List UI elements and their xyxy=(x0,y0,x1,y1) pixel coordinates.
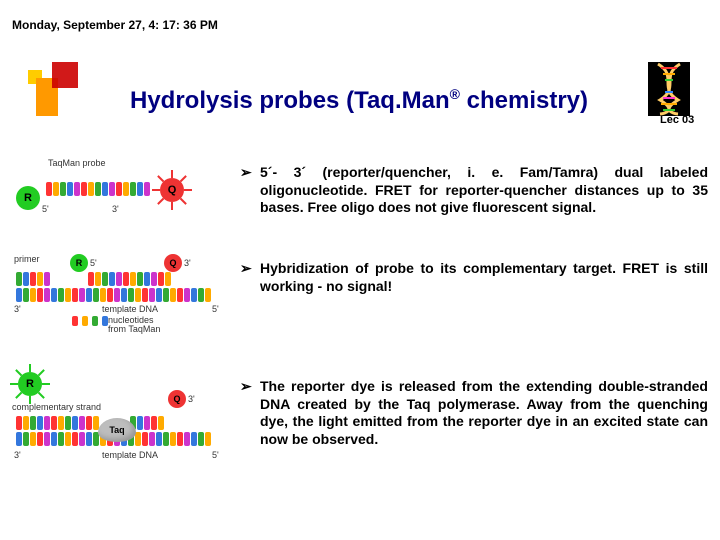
reporter-rays-icon xyxy=(18,372,42,396)
bullet-3: The reporter dye is released from the ex… xyxy=(240,378,708,448)
diagram-1-col: TaqMan probe R 5' 3' Q xyxy=(12,158,240,224)
bullet-2: Hybridization of probe to its complement… xyxy=(240,260,708,295)
reporter-dye-icon-2: R xyxy=(70,254,88,272)
bullet-1: 5´- 3´ (reporter/quencher, i. e. Fam/Tam… xyxy=(240,164,708,217)
template-strand xyxy=(16,288,212,302)
label-5prime-2: 5' xyxy=(90,258,97,268)
label-nucleotides: nucleotides from TaqMan xyxy=(108,316,160,334)
bullet-3-col: The reporter dye is released from the ex… xyxy=(240,372,708,448)
row-2: primer R 5' Q 3' 3' template DNA xyxy=(12,254,708,342)
label-3prime-2a: 3' xyxy=(184,258,191,268)
label-5prime-2b: 5' xyxy=(212,304,219,314)
diagram-2-col: primer R 5' Q 3' 3' template DNA xyxy=(12,254,240,342)
label-3prime-1: 3' xyxy=(112,204,119,214)
diagram-3-col: R Q 3' complementary strand xyxy=(12,372,240,472)
label-5prime-1: 5' xyxy=(42,204,49,214)
registered-mark: ® xyxy=(450,86,460,102)
label-5prime-3: 5' xyxy=(212,450,219,460)
accent-square-red xyxy=(52,62,78,88)
timestamp: Monday, September 27, 4: 17: 36 PM xyxy=(12,18,218,32)
complementary-strand xyxy=(16,416,100,430)
slide-root: Monday, September 27, 4: 17: 36 PM Hydro… xyxy=(0,0,720,540)
label-complementary-strand: complementary strand xyxy=(12,402,101,412)
slide-title: Hydrolysis probes (Taq.Man® chemistry) xyxy=(130,86,588,115)
label-primer: primer xyxy=(14,254,40,264)
title-pre: Hydrolysis probes (Taq.Man xyxy=(130,87,450,114)
row-1: TaqMan probe R 5' 3' Q 5´- 3´ (reporter/… xyxy=(12,158,708,224)
quencher-dye-icon-2: Q xyxy=(164,254,182,272)
label-template-dna-3: template DNA xyxy=(102,450,158,460)
label-3prime-3b: 3' xyxy=(14,450,21,460)
diagram-probe: TaqMan probe R 5' 3' Q xyxy=(12,158,230,224)
label-taqman-probe: TaqMan probe xyxy=(48,158,106,168)
free-nucleotides-icon xyxy=(72,316,109,326)
diagram-extension: R Q 3' complementary strand xyxy=(12,372,230,472)
reporter-dye-icon: R xyxy=(16,186,40,210)
dna-helix-icon xyxy=(648,62,690,116)
row-3: R Q 3' complementary strand xyxy=(12,372,708,472)
taq-polymerase-icon: Taq xyxy=(98,418,136,442)
label-3prime-2b: 3' xyxy=(14,304,21,314)
diagram-hybridization: primer R 5' Q 3' 3' template DNA xyxy=(12,254,230,342)
label-3prime-3a: 3' xyxy=(188,394,195,404)
bullet-1-col: 5´- 3´ (reporter/quencher, i. e. Fam/Tam… xyxy=(240,158,708,217)
probe-strand-2 xyxy=(88,272,172,286)
quencher-dye-icon-3: Q xyxy=(168,390,186,408)
primer-strand xyxy=(16,272,51,286)
quencher-rays-icon xyxy=(160,178,184,202)
title-post: chemistry) xyxy=(460,87,588,114)
body-content: TaqMan probe R 5' 3' Q 5´- 3´ (reporter/… xyxy=(12,158,708,528)
probe-strand xyxy=(46,182,151,196)
bullet-2-col: Hybridization of probe to its complement… xyxy=(240,254,708,295)
label-template-dna: template DNA xyxy=(102,304,158,314)
